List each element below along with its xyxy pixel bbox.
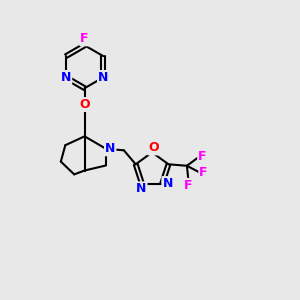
Text: N: N	[98, 71, 108, 84]
Text: O: O	[148, 141, 159, 154]
Text: F: F	[198, 150, 207, 163]
Text: N: N	[162, 177, 173, 190]
Text: F: F	[199, 166, 208, 179]
Text: N: N	[61, 71, 71, 84]
Text: F: F	[184, 179, 193, 192]
Text: F: F	[80, 32, 89, 45]
Text: N: N	[136, 182, 146, 195]
Text: O: O	[79, 98, 90, 111]
Text: N: N	[105, 142, 116, 155]
